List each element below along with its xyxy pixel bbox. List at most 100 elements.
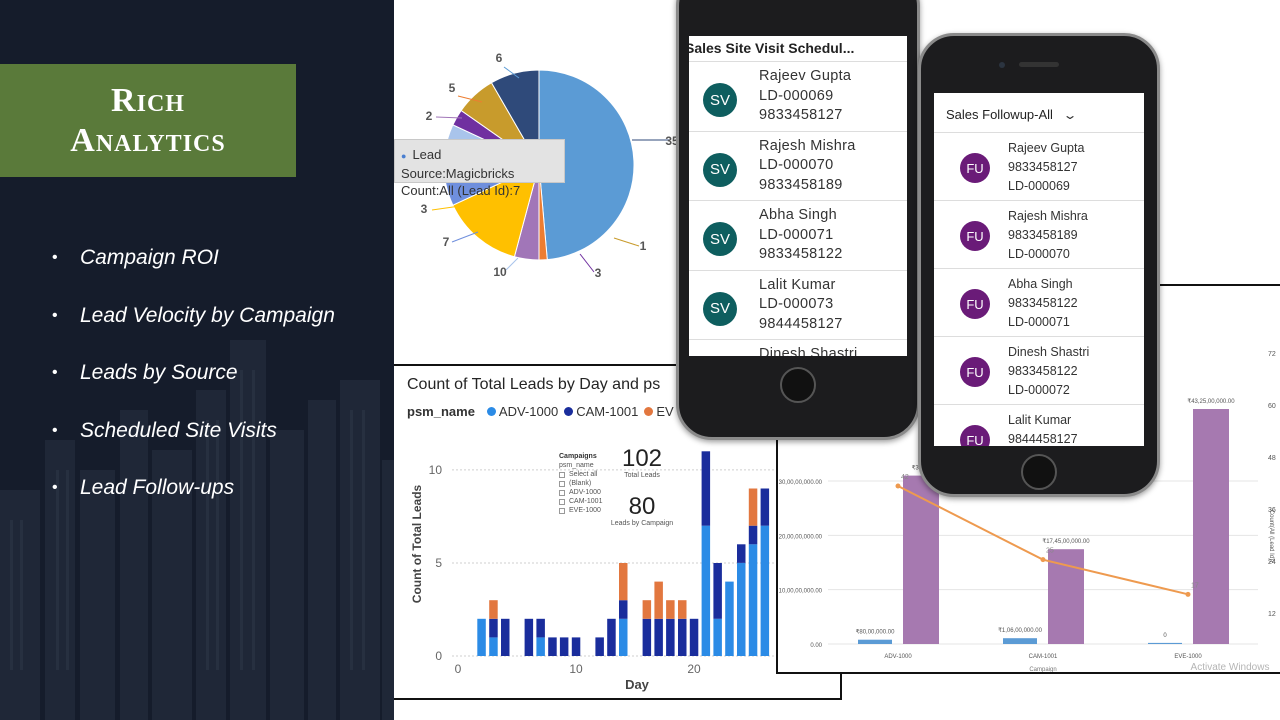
slicer-option[interactable]: (Blank): [559, 479, 602, 488]
y2-tick-label: 36: [1268, 507, 1276, 514]
phone-followups: Sales Followup-All ⌄ FU Rajeev Gupta 9833…: [918, 33, 1160, 497]
pie-data-label: 2: [426, 109, 433, 123]
y-tick-label: 20,00,00,000.00: [779, 534, 823, 540]
pie-leader-line: [435, 116, 463, 119]
record-id: LD-000070: [1008, 247, 1070, 261]
bar-amount-spent: [858, 639, 892, 644]
list-item[interactable]: SV Dinesh Shastri LD-000072: [689, 340, 907, 356]
bar-segment: [713, 618, 722, 656]
feature-item: • Lead Follow-ups: [52, 476, 235, 499]
kpi-label: Total Leads: [624, 472, 660, 479]
x-tick-label: 20: [687, 662, 701, 676]
y2-tick-label: 48: [1268, 455, 1276, 462]
city-skyline-background: [0, 340, 394, 720]
data-label: ₹80,00,000.00: [856, 629, 896, 636]
pie-slice: [538, 69, 635, 261]
feature-label: Scheduled Site Visits: [80, 418, 277, 442]
list-item[interactable]: FU Dinesh Shastri 9833458122 LD-000072: [934, 337, 1144, 405]
bar-segment: [595, 637, 604, 656]
record-phone: 9833458122: [1008, 296, 1078, 310]
kpi-value: 102: [621, 445, 663, 472]
list-item[interactable]: SV Rajesh Mishra LD-000070 9833458189: [689, 132, 907, 201]
list-item[interactable]: SV Lalit Kumar LD-000073 9844458127: [689, 271, 907, 340]
feature-item: • Scheduled Site Visits: [52, 418, 277, 442]
bar-segment: [654, 618, 663, 656]
record-phone: 9844458127: [1008, 432, 1078, 446]
legend-swatch: [644, 407, 654, 416]
bar-chart-legend: psm_name ADV-1000 CAM-1001 EV: [407, 404, 674, 419]
list-item[interactable]: FU Rajesh Mishra 9833458189 LD-000070: [934, 201, 1144, 269]
record-id: LD-000069: [1008, 179, 1070, 193]
slicer-option[interactable]: ADV-1000: [559, 488, 602, 497]
bar-segment: [654, 581, 663, 619]
front-camera: [999, 62, 1005, 68]
legend-item: EV: [656, 404, 674, 419]
record-phone: 9844458127: [759, 315, 843, 332]
chevron-down-icon[interactable]: ⌄: [1062, 108, 1078, 122]
slicer-option[interactable]: Select all: [559, 470, 602, 479]
bar-revenue: [1048, 549, 1084, 644]
bar-segment: [666, 600, 675, 619]
bar-segment: [760, 488, 770, 526]
pie-data-label: 7: [443, 235, 450, 249]
record-phone: 9833458127: [1008, 160, 1078, 174]
slicer-option[interactable]: CAM-1001: [559, 497, 602, 506]
avatar: SV: [703, 222, 737, 256]
record-name: Rajeev Gupta: [759, 68, 852, 84]
bar-segment: [737, 544, 746, 563]
list-item[interactable]: SV Rajeev Gupta LD-000069 9833458127: [689, 62, 907, 132]
kpi-total-leads: 102 Total Leads: [616, 445, 668, 480]
record-name: Abha Singh: [759, 207, 837, 223]
y-tick-label: 10: [429, 463, 443, 477]
line-data-label: 25: [1046, 548, 1054, 555]
feature-label: Campaign ROI: [80, 246, 219, 269]
data-label: ₹1,06,00,000.00: [998, 627, 1043, 634]
pie-data-label: 35: [665, 134, 679, 148]
feature-item: • Campaign ROI: [52, 246, 219, 269]
feature-list: • Campaign ROI • Lead Velocity by Campaign…: [52, 246, 335, 534]
avatar: SV: [703, 152, 737, 187]
view-title: Sales Followup-All: [946, 107, 1053, 122]
data-label: ₹17,45,00,000.00: [1042, 538, 1090, 545]
home-button[interactable]: [1021, 454, 1057, 490]
list-item[interactable]: FU Abha Singh 9833458122 LD-000071: [934, 269, 1144, 337]
followup-view-selector[interactable]: Sales Followup-All ⌄: [934, 93, 1144, 133]
tooltip-count: Count:All (Lead Id):7: [401, 183, 521, 198]
x-tick-label: 0: [455, 662, 462, 676]
pie-leader-line: [457, 95, 483, 103]
campaign-slicer[interactable]: Campaigns psm_name Select all (Blank) AD…: [559, 452, 602, 515]
bar-segment: [607, 618, 616, 656]
kpi-label: Leads by Campaign: [610, 520, 674, 527]
y-tick-label: 0.00: [810, 643, 822, 649]
record-name: Abha Singh: [1008, 277, 1073, 291]
left-panel: Rich Analytics • Campaign ROI • Lead Veloc…: [0, 0, 394, 720]
line-point: [895, 483, 901, 489]
feature-label: Leads by Source: [80, 361, 238, 384]
home-button[interactable]: [780, 367, 816, 403]
site-visit-list-header[interactable]: Sales Site Visit Schedul...: [689, 36, 907, 62]
pie-data-label: 5: [449, 81, 456, 95]
slicer-title: Campaigns: [559, 453, 597, 460]
feature-label: Lead Follow-ups: [80, 476, 235, 499]
list-item[interactable]: FU Rajeev Gupta 9833458127 LD-000069: [934, 133, 1144, 201]
record-name: Rajeev Gupta: [1008, 141, 1085, 155]
record-id: LD-000073: [759, 296, 834, 312]
bar-segment: [489, 637, 498, 656]
list-item[interactable]: FU Lalit Kumar 9844458127: [934, 405, 1144, 446]
bar-segment: [642, 618, 652, 656]
line-data-label: 42: [901, 474, 909, 481]
list-item[interactable]: SV Abha Singh LD-000071 9833458122: [689, 201, 907, 271]
slicer-field: psm_name: [559, 462, 594, 469]
record-name: Rajesh Mishra: [759, 137, 856, 154]
bar-segment: [748, 488, 758, 526]
pie-data-label: 3: [421, 202, 428, 216]
pie-data-label: 10: [493, 265, 507, 279]
bar-segment: [477, 618, 486, 656]
bar-segment: [489, 600, 498, 619]
y-tick-label: 5: [435, 556, 442, 570]
speaker-grille: [1019, 62, 1059, 67]
slicer-option[interactable]: EVE-1000: [559, 506, 602, 515]
pie-data-label: 3: [595, 266, 602, 280]
x-axis-title: Day: [625, 677, 650, 692]
